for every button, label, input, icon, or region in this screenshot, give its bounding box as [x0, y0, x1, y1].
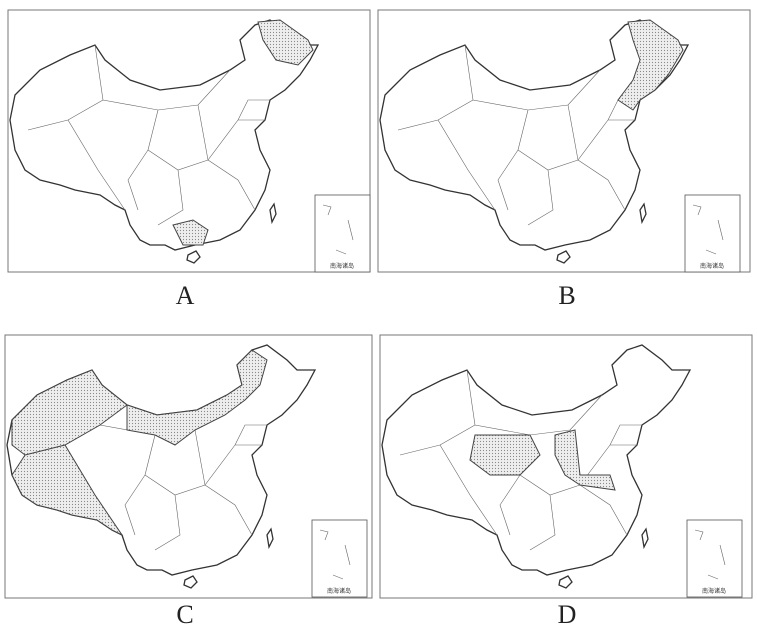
inset-label: 南海诸岛 [702, 587, 726, 595]
inset-label: 南海诸岛 [700, 262, 724, 270]
inset-label: 南海诸岛 [327, 587, 351, 595]
panel-c: 南海诸岛 [4, 334, 373, 599]
panel-label: D [558, 600, 577, 629]
panel-d: 南海诸岛 [379, 334, 753, 599]
panel-label: B [558, 281, 575, 310]
panel-label: C [176, 600, 193, 629]
panel-label: A [176, 281, 195, 310]
panel-a: 南海诸岛 [7, 9, 371, 273]
inset-label: 南海诸岛 [330, 262, 354, 270]
panel-b: 南海诸岛 [377, 9, 751, 273]
